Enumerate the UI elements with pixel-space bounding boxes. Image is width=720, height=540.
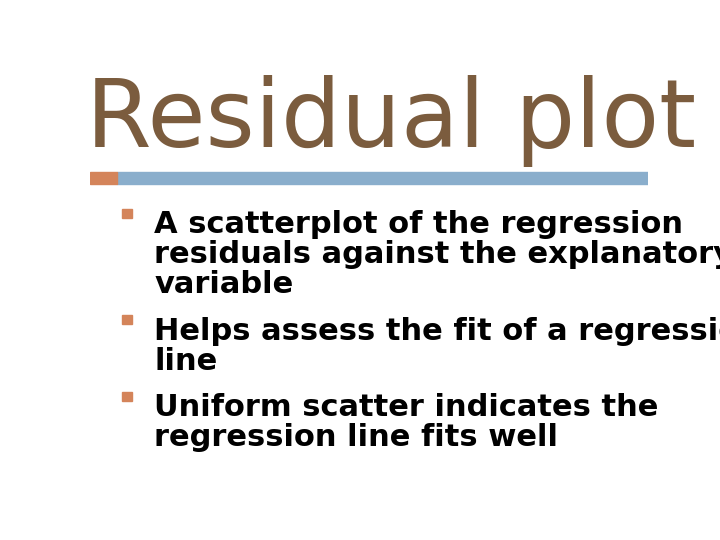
Bar bbox=[122, 209, 132, 218]
Text: A scatterplot of the regression: A scatterplot of the regression bbox=[154, 211, 683, 239]
Text: Uniform scatter indicates the: Uniform scatter indicates the bbox=[154, 393, 659, 422]
Bar bbox=[117, 172, 648, 184]
Text: line: line bbox=[154, 347, 217, 376]
Text: Helps assess the fit of a regression: Helps assess the fit of a regression bbox=[154, 317, 720, 346]
Bar bbox=[122, 392, 132, 401]
Bar bbox=[90, 172, 117, 184]
Text: regression line fits well: regression line fits well bbox=[154, 423, 558, 452]
Text: Residual plot: Residual plot bbox=[86, 75, 696, 167]
Bar bbox=[122, 315, 132, 325]
Text: variable: variable bbox=[154, 270, 294, 299]
Text: residuals against the explanatory: residuals against the explanatory bbox=[154, 240, 720, 269]
